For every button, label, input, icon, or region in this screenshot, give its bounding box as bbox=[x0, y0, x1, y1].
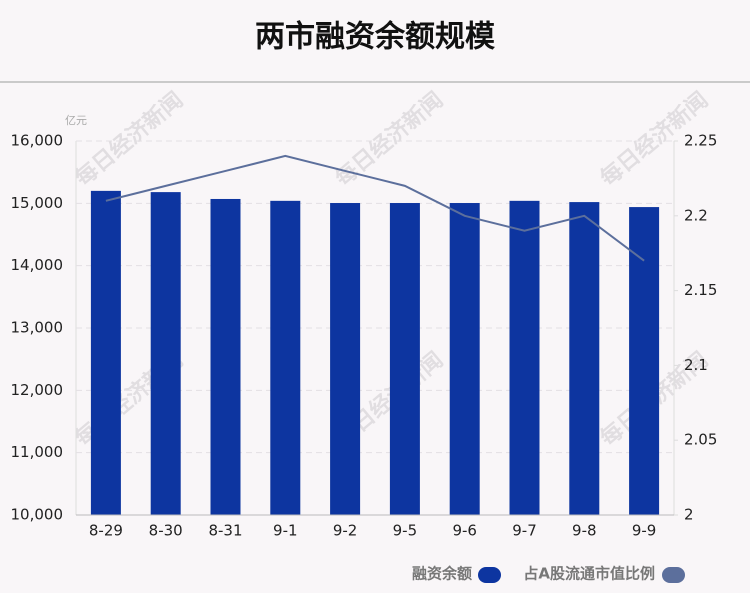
bar bbox=[330, 203, 361, 515]
y-tick-label: 10,000 bbox=[11, 506, 64, 524]
bar bbox=[449, 203, 480, 515]
x-tick-label: 9-9 bbox=[632, 522, 657, 540]
legend-label: 融资余额 bbox=[412, 565, 472, 583]
watermark: 每日经济新闻 bbox=[330, 87, 448, 192]
y2-tick-label: 2.05 bbox=[684, 431, 717, 449]
x-tick-label: 9-6 bbox=[452, 522, 477, 540]
line bbox=[105, 154, 645, 262]
x-tick-label: 9-1 bbox=[273, 522, 298, 540]
legend-label: 占A股流通市值比例 bbox=[523, 565, 655, 583]
y2-tick-label: 2.1 bbox=[684, 356, 708, 374]
x-tick-label: 9-7 bbox=[512, 522, 537, 540]
x-tick-label: 9-5 bbox=[393, 522, 418, 540]
y2-tick-label: 2.15 bbox=[684, 281, 717, 299]
x-tick-label: 9-8 bbox=[572, 522, 597, 540]
y2-tick-label: 2.25 bbox=[684, 132, 717, 150]
y-tick-label: 14,000 bbox=[11, 256, 64, 274]
x-tick-label: 8-31 bbox=[208, 522, 242, 540]
bar bbox=[629, 207, 660, 515]
y-tick-label: 11,000 bbox=[11, 443, 64, 461]
watermark: 每日经济新闻 bbox=[70, 87, 188, 192]
y-unit: 亿元 bbox=[65, 114, 87, 127]
chart-title: 两市融资余额规模 bbox=[255, 20, 495, 55]
x-tick-label: 9-2 bbox=[333, 522, 358, 540]
y2-tick-label: 2 bbox=[684, 506, 694, 524]
y-tick-label: 12,000 bbox=[11, 381, 64, 399]
legend-swatch bbox=[662, 567, 685, 583]
y-tick-label: 15,000 bbox=[11, 194, 64, 212]
bar bbox=[509, 200, 540, 515]
x-tick-label: 8-30 bbox=[149, 522, 183, 540]
bar bbox=[210, 198, 241, 515]
bar bbox=[270, 200, 301, 515]
bar bbox=[90, 190, 121, 515]
bar bbox=[569, 202, 600, 515]
bar bbox=[389, 203, 420, 515]
legend-swatch bbox=[478, 567, 501, 583]
x-tick-label: 8-29 bbox=[89, 522, 123, 540]
y-tick-label: 16,000 bbox=[11, 132, 64, 150]
y2-tick-label: 2.2 bbox=[684, 206, 708, 224]
y-tick-label: 13,000 bbox=[11, 319, 64, 337]
bar bbox=[150, 192, 181, 515]
